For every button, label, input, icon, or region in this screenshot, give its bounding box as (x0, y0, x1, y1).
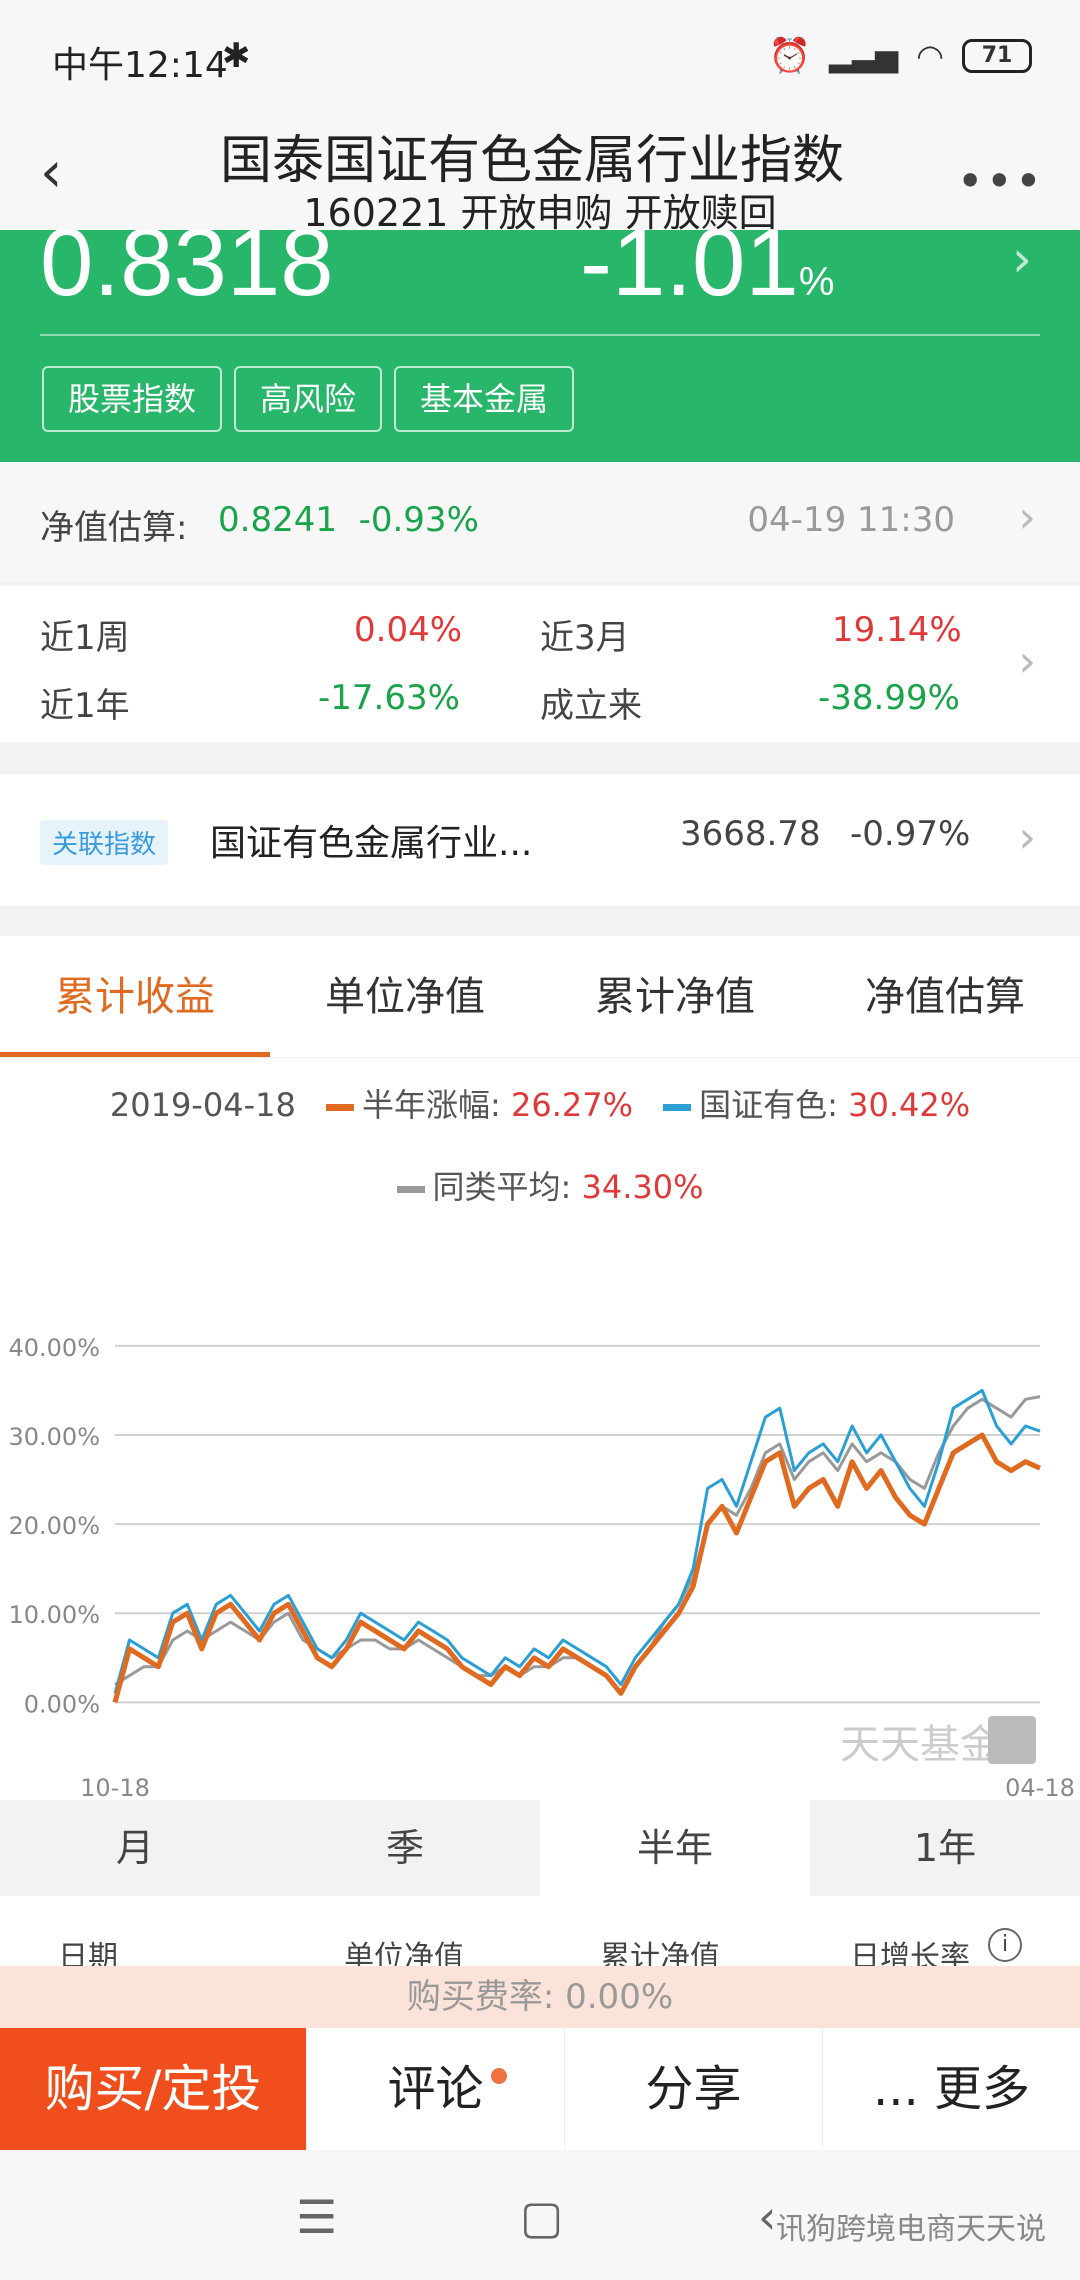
bluetooth-icon: ✱ (222, 36, 251, 76)
chart-tabs: 累计收益 单位净值 累计净值 净值估算 (0, 936, 1080, 1058)
y-tick-label: 0.00% (24, 1690, 100, 1718)
comment-button[interactable]: 评论 (306, 2028, 564, 2150)
status-time: 中午12:14 (52, 45, 228, 86)
battery-icon: 71 (962, 39, 1032, 73)
return-1w-value: 0.04% (354, 610, 463, 650)
series-line (113, 1388, 1041, 1694)
fullscreen-icon (988, 1716, 1036, 1764)
nav-summary[interactable]: 0.8318 -1.01% › 股票指数 高风险 基本金属 (0, 230, 1080, 462)
period-switcher: 月 季 半年 1年 (0, 1800, 1080, 1896)
y-tick-label: 30.00% (8, 1423, 100, 1451)
returns-panel[interactable]: 近1周 0.04% 近3月 19.14% 近1年 -17.63% 成立来 -38… (0, 586, 1080, 742)
tag-high-risk[interactable]: 高风险 (234, 366, 383, 432)
chart-legend: 2019-04-18 半年涨幅: 26.27% 国证有色: 30.42% (0, 1080, 1080, 1126)
return-since-label: 成立来 (540, 686, 642, 726)
buy-button[interactable]: 购买/定投 (0, 2028, 306, 2150)
return-3m-value: 19.14% (832, 610, 962, 650)
legend-index-name: 国证有色: (699, 1086, 838, 1124)
tab-cumulative-return[interactable]: 累计收益 (0, 936, 270, 1057)
return-1w-label: 近1周 (40, 618, 130, 658)
x-tick-label: 10-18 (80, 1774, 150, 1800)
chevron-right-icon: › (1018, 636, 1036, 687)
legend-swatch-fund (326, 1103, 354, 1111)
more-button[interactable]: ... 更多 (822, 2028, 1080, 2150)
related-index-row[interactable]: 关联指数 国证有色金属行业... 3668.78 -0.97% › (0, 774, 1080, 906)
estimate-label: 净值估算: (40, 508, 188, 548)
watermark-label: 天天基金 (840, 1722, 1000, 1768)
home-icon[interactable]: ▢ (520, 2190, 564, 2244)
page-title: 国泰国证有色金属行业指数 (220, 131, 845, 191)
chevron-right-icon: › (1018, 492, 1036, 543)
title-bar: ‹ 国泰国证有色金属行业指数 160221 开放申购 开放赎回 ••• (0, 110, 1080, 235)
purchase-fee-banner: 购买费率: 0.00% (0, 1966, 1080, 2028)
legend-peer-value: 34.30% (581, 1168, 704, 1206)
tag-stock-index[interactable]: 股票指数 (42, 366, 223, 432)
related-index-badge: 关联指数 (40, 820, 169, 865)
return-3m-label: 近3月 (540, 618, 630, 658)
return-since-value: -38.99% (818, 678, 960, 718)
chart-panel: 2019-04-18 半年涨幅: 26.27% 国证有色: 30.42% 同类平… (0, 1058, 1080, 1800)
estimate-time: 04-19 11:30 (747, 500, 955, 540)
related-index-value: 3668.78 (680, 814, 821, 854)
y-tick-label: 10.00% (8, 1601, 100, 1629)
divider (40, 334, 1040, 336)
unread-dot-icon (491, 2068, 507, 2084)
watermark-text: 讯狗跨境电商天天说 (776, 2212, 1046, 2247)
period-year[interactable]: 1年 (913, 1826, 977, 1870)
tab-cumulative-nav[interactable]: 累计净值 (595, 974, 755, 1020)
legend-index-value: 30.42% (848, 1086, 971, 1124)
return-1y-label: 近1年 (40, 686, 130, 726)
related-index-name: 国证有色金属行业... (210, 823, 533, 864)
info-icon[interactable]: i (988, 1928, 1022, 1962)
return-chart[interactable]: 40.00% 30.00% 20.00% 10.00% 0.00% 10-18 04-18天… (0, 1236, 1080, 1800)
history-table-header: 日期 单位净值 累计净值 日增长率 i (0, 1896, 1080, 1975)
legend-swatch-index (663, 1103, 692, 1111)
system-nav-bar: ☰ ▢ ‹ 讯狗跨境电商天天说 (0, 2150, 1080, 2280)
related-index-change: -0.97% (850, 814, 971, 854)
legend-fund-name: 半年涨幅: (362, 1086, 501, 1124)
nav-value: 0.8318 (40, 230, 334, 316)
share-button[interactable]: 分享 (564, 2028, 822, 2150)
legend-peer-name: 同类平均: (432, 1168, 572, 1206)
y-tick-label: 40.00% (8, 1334, 100, 1362)
wifi-icon: ◠ (916, 37, 944, 75)
return-1y-value: -17.63% (318, 678, 460, 718)
signal-icon: ▂▃▅ (828, 38, 899, 74)
menu-icon[interactable]: ☰ (296, 2190, 338, 2244)
tab-unit-nav[interactable]: 单位净值 (325, 974, 485, 1020)
legend-fund-value: 26.27% (510, 1086, 633, 1124)
x-tick-label: 04-18 (1005, 1774, 1075, 1800)
status-bar: 中午12:14 ✱ ⏰ ▂▃▅ ◠ 71 (0, 0, 1080, 110)
alarm-icon: ⏰ (768, 36, 811, 76)
chart-legend-2: 同类平均: 34.30% (0, 1162, 1080, 1208)
back-nav-icon[interactable]: ‹ (758, 2190, 777, 2244)
page-subtitle: 160221 开放申购 开放赎回 (303, 191, 777, 235)
back-icon[interactable]: ‹ (40, 140, 63, 205)
action-bar: 购买/定投 评论 分享 ... 更多 (0, 2028, 1080, 2150)
legend-date: 2019-04-18 (109, 1086, 296, 1124)
more-icon[interactable]: ••• (956, 154, 1044, 208)
nav-change: -1.01% (580, 230, 835, 316)
estimate-value: 0.8241 -0.93% (218, 500, 479, 540)
tab-nav-estimate[interactable]: 净值估算 (865, 974, 1025, 1020)
chevron-right-icon: › (1018, 812, 1036, 863)
period-half-year[interactable]: 半年 (540, 1800, 810, 1896)
y-tick-label: 20.00% (8, 1512, 100, 1540)
period-month[interactable]: 月 (115, 1826, 154, 1870)
tag-base-metal[interactable]: 基本金属 (394, 366, 575, 432)
period-quarter[interactable]: 季 (385, 1826, 424, 1870)
chevron-right-icon: › (1012, 230, 1032, 288)
series-line (112, 1432, 1042, 1703)
legend-swatch-peer (396, 1185, 425, 1193)
nav-estimate-row[interactable]: 净值估算: 0.8241 -0.93% 04-19 11:30 › (0, 462, 1080, 582)
